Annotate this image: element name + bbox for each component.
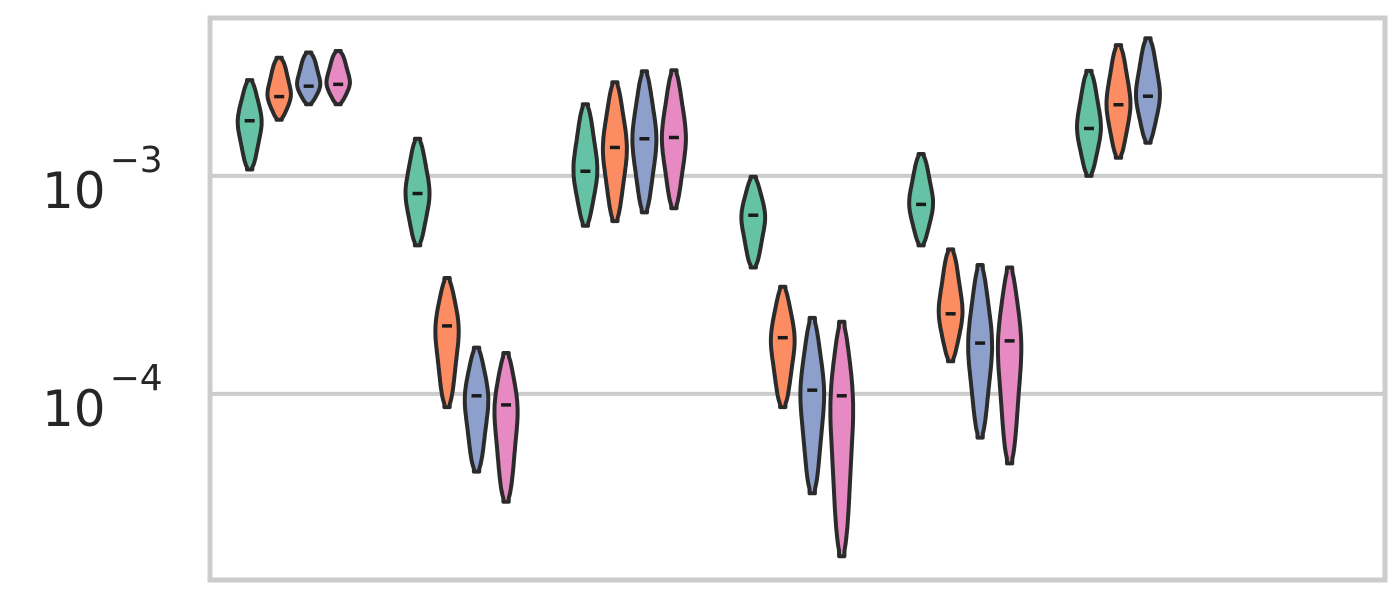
violin bbox=[324, 49, 352, 107]
violin-body bbox=[462, 345, 491, 474]
violin-body bbox=[571, 102, 600, 228]
violin-body bbox=[1104, 43, 1133, 160]
y-tick-base: 10 bbox=[42, 162, 106, 220]
violin bbox=[265, 55, 293, 122]
violin bbox=[798, 315, 827, 496]
violin-body bbox=[295, 50, 323, 107]
violin-body bbox=[1134, 36, 1162, 145]
violin-body bbox=[798, 315, 827, 496]
violin bbox=[235, 78, 264, 172]
violin-body bbox=[907, 152, 935, 248]
violin-body bbox=[936, 247, 965, 364]
violin bbox=[907, 152, 935, 248]
violin bbox=[768, 284, 797, 410]
violin bbox=[936, 247, 965, 364]
violin bbox=[492, 351, 520, 504]
violin bbox=[659, 68, 688, 211]
violin bbox=[1134, 36, 1162, 145]
violin bbox=[403, 136, 432, 248]
violin-body bbox=[1075, 68, 1103, 178]
violin-body bbox=[265, 55, 293, 122]
violin-body bbox=[492, 351, 520, 504]
violin-body bbox=[630, 69, 659, 215]
plot-frame bbox=[207, 15, 1388, 583]
violin-body bbox=[768, 284, 797, 410]
y-tick-label: 10−4 bbox=[42, 358, 163, 438]
violin bbox=[600, 80, 629, 224]
violin bbox=[966, 263, 995, 440]
violin bbox=[828, 319, 856, 559]
violin-body bbox=[433, 276, 461, 410]
y-tick-base: 10 bbox=[42, 380, 106, 438]
violins bbox=[235, 36, 1162, 559]
violin-body bbox=[659, 68, 688, 211]
violin bbox=[739, 174, 768, 270]
violin-body bbox=[235, 78, 264, 172]
violin bbox=[1075, 68, 1103, 178]
grid bbox=[210, 173, 1385, 396]
violin bbox=[462, 345, 491, 474]
y-tick-exponent: −3 bbox=[110, 140, 163, 181]
violin-body bbox=[995, 265, 1024, 466]
violin bbox=[630, 69, 659, 215]
violin-body bbox=[828, 319, 856, 559]
y-tick-exponent: −4 bbox=[110, 358, 163, 399]
violin bbox=[571, 102, 600, 228]
violin-body bbox=[739, 174, 768, 270]
violin bbox=[433, 276, 461, 410]
violin bbox=[295, 50, 323, 107]
violin bbox=[995, 265, 1024, 466]
violin-body bbox=[324, 49, 352, 107]
violin bbox=[1104, 43, 1133, 160]
violin-body bbox=[966, 263, 995, 440]
y-tick-labels: 10−310−4 bbox=[42, 140, 163, 438]
violin-body bbox=[600, 80, 629, 224]
y-tick-label: 10−3 bbox=[42, 140, 163, 220]
